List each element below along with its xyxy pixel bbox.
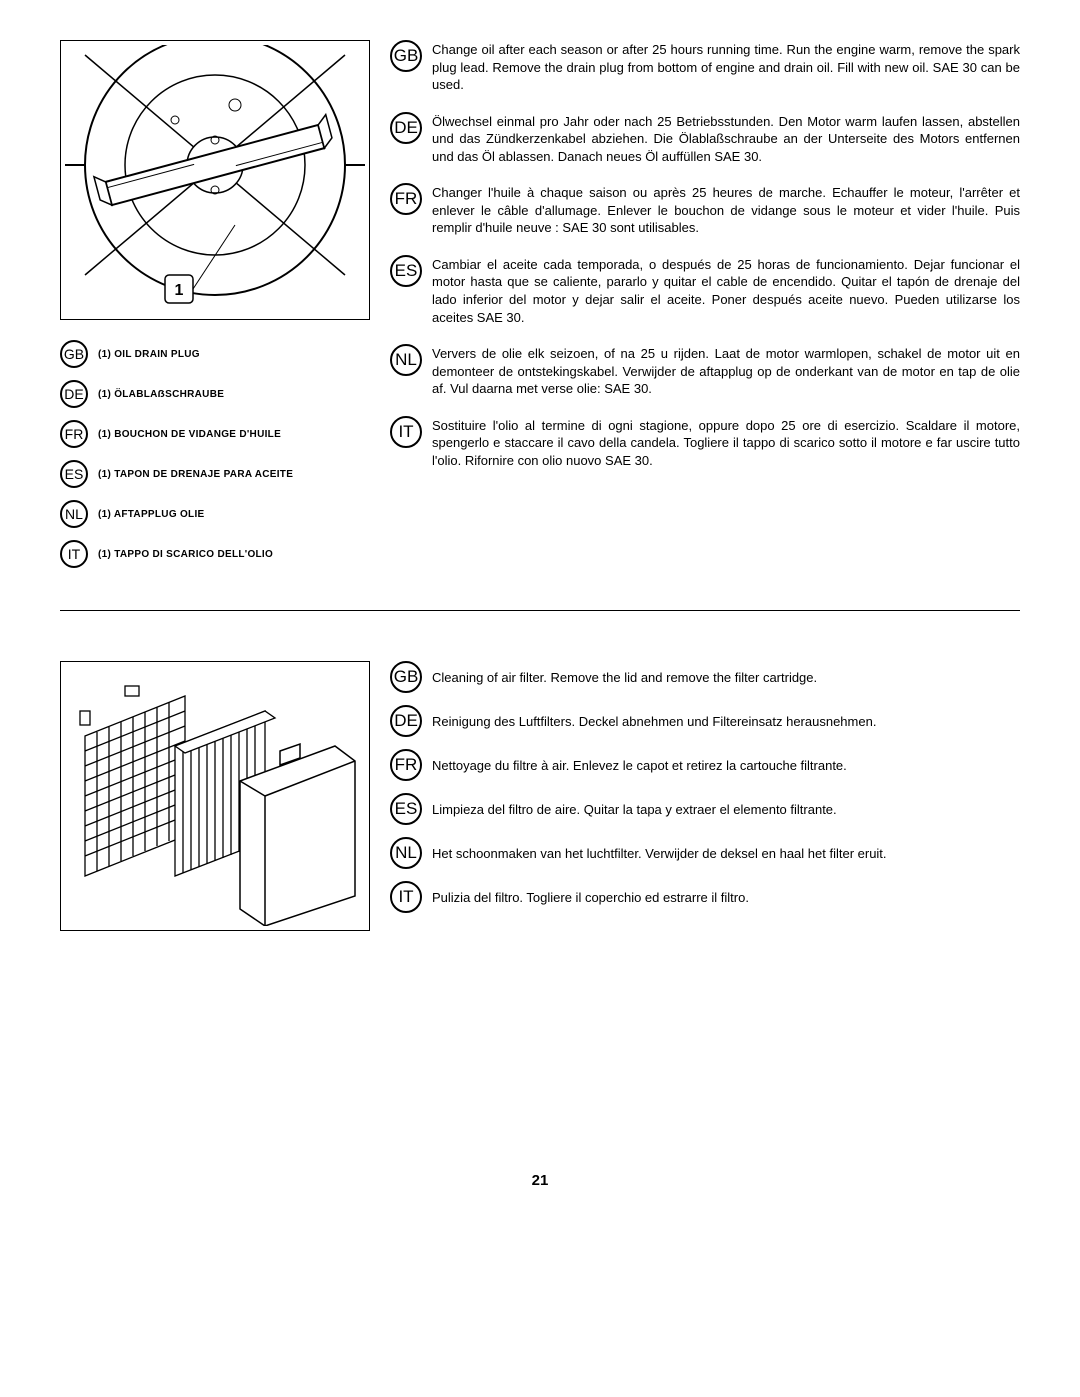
instruction-text: Cleaning of air filter. Remove the lid a… bbox=[432, 668, 817, 687]
section-divider bbox=[60, 610, 1020, 611]
page-number: 21 bbox=[60, 1171, 1020, 1191]
lang-badge-de: DE bbox=[60, 380, 88, 408]
lang-badge-it: IT bbox=[390, 416, 422, 448]
lang-badge-gb: GB bbox=[60, 340, 88, 368]
instruction-text: Ververs de olie elk seizoen, of na 25 u … bbox=[432, 344, 1020, 398]
left-column bbox=[60, 661, 370, 951]
label-text: (1) TAPON DE DRENAJE PARA ACEITE bbox=[98, 468, 293, 481]
lang-badge-it: IT bbox=[60, 540, 88, 568]
label-row-it: IT (1) TAPPO DI SCARICO DELL'OLIO bbox=[60, 540, 370, 568]
label-text: (1) OIL DRAIN PLUG bbox=[98, 348, 200, 361]
instruction-text: Change oil after each season or after 25… bbox=[432, 40, 1020, 94]
instruction-de: DE Reinigung des Luftfilters. Deckel abn… bbox=[390, 705, 1020, 737]
label-text: (1) AFTAPPLUG OLIE bbox=[98, 508, 205, 521]
lang-badge-es: ES bbox=[390, 793, 422, 825]
lang-badge-es: ES bbox=[390, 255, 422, 287]
instruction-text: Ölwechsel einmal pro Jahr oder nach 25 B… bbox=[432, 112, 1020, 166]
lang-badge-es: ES bbox=[60, 460, 88, 488]
mower-blade-diagram: 1 bbox=[60, 40, 370, 320]
instruction-text: Het schoonmaken van het luchtfilter. Ver… bbox=[432, 844, 887, 863]
instruction-gb: GB Cleaning of air filter. Remove the li… bbox=[390, 661, 1020, 693]
lang-badge-nl: NL bbox=[390, 344, 422, 376]
instruction-gb: GB Change oil after each season or after… bbox=[390, 40, 1020, 94]
lang-badge-fr: FR bbox=[390, 749, 422, 781]
instruction-text: Nettoyage du filtre à air. Enlevez le ca… bbox=[432, 756, 847, 775]
diagram-callout-number: 1 bbox=[175, 282, 184, 299]
instruction-text: Limpieza del filtro de aire. Quitar la t… bbox=[432, 800, 837, 819]
instruction-text: Cambiar el aceite cada temporada, o desp… bbox=[432, 255, 1020, 326]
instruction-fr: FR Changer l'huile à chaque saison ou ap… bbox=[390, 183, 1020, 237]
lang-badge-nl: NL bbox=[390, 837, 422, 869]
label-text: (1) TAPPO DI SCARICO DELL'OLIO bbox=[98, 548, 273, 561]
label-row-de: DE (1) ÖLABLAẞSCHRAUBE bbox=[60, 380, 370, 408]
diagram-svg bbox=[65, 666, 365, 926]
oil-change-section: 1 GB (1) OIL DRAIN PLUG DE (1) ÖLABLAẞSC… bbox=[60, 40, 1020, 580]
label-text: (1) ÖLABLAẞSCHRAUBE bbox=[98, 388, 224, 401]
lang-badge-nl: NL bbox=[60, 500, 88, 528]
lang-badge-de: DE bbox=[390, 112, 422, 144]
left-column: 1 GB (1) OIL DRAIN PLUG DE (1) ÖLABLAẞSC… bbox=[60, 40, 370, 580]
instruction-nl: NL Het schoonmaken van het luchtfilter. … bbox=[390, 837, 1020, 869]
instruction-text: Changer l'huile à chaque saison ou après… bbox=[432, 183, 1020, 237]
instruction-text: Sostituire l'olio al termine di ogni sta… bbox=[432, 416, 1020, 470]
lang-badge-fr: FR bbox=[390, 183, 422, 215]
instruction-es: ES Cambiar el aceite cada temporada, o d… bbox=[390, 255, 1020, 326]
lang-badge-fr: FR bbox=[60, 420, 88, 448]
instruction-de: DE Ölwechsel einmal pro Jahr oder nach 2… bbox=[390, 112, 1020, 166]
label-row-nl: NL (1) AFTAPPLUG OLIE bbox=[60, 500, 370, 528]
lang-badge-gb: GB bbox=[390, 661, 422, 693]
instruction-it: IT Sostituire l'olio al termine di ogni … bbox=[390, 416, 1020, 470]
air-filter-diagram bbox=[60, 661, 370, 931]
label-row-fr: FR (1) BOUCHON DE VIDANGE D'HUILE bbox=[60, 420, 370, 448]
lang-badge-gb: GB bbox=[390, 40, 422, 72]
air-filter-section: GB Cleaning of air filter. Remove the li… bbox=[60, 661, 1020, 951]
instruction-text: Reinigung des Luftfilters. Deckel abnehm… bbox=[432, 712, 876, 731]
right-column: GB Cleaning of air filter. Remove the li… bbox=[390, 661, 1020, 951]
instruction-es: ES Limpieza del filtro de aire. Quitar l… bbox=[390, 793, 1020, 825]
label-text: (1) BOUCHON DE VIDANGE D'HUILE bbox=[98, 428, 281, 441]
instruction-text: Pulizia del filtro. Togliere il coperchi… bbox=[432, 888, 749, 907]
right-column: GB Change oil after each season or after… bbox=[390, 40, 1020, 580]
lang-badge-it: IT bbox=[390, 881, 422, 913]
label-row-gb: GB (1) OIL DRAIN PLUG bbox=[60, 340, 370, 368]
label-row-es: ES (1) TAPON DE DRENAJE PARA ACEITE bbox=[60, 460, 370, 488]
lang-badge-de: DE bbox=[390, 705, 422, 737]
instruction-fr: FR Nettoyage du filtre à air. Enlevez le… bbox=[390, 749, 1020, 781]
instruction-nl: NL Ververs de olie elk seizoen, of na 25… bbox=[390, 344, 1020, 398]
diagram-svg: 1 bbox=[65, 45, 365, 315]
instruction-it: IT Pulizia del filtro. Togliere il coper… bbox=[390, 881, 1020, 913]
